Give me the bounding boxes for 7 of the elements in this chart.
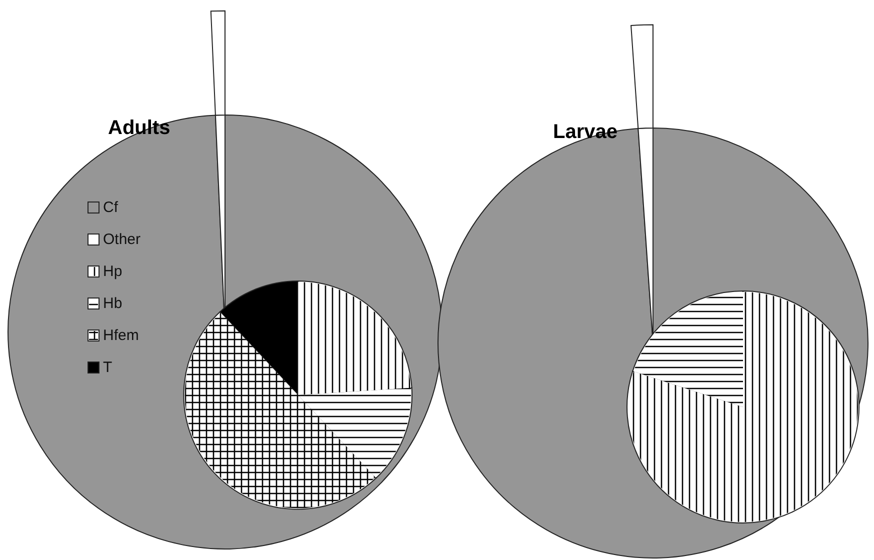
legend-label: Hb (103, 295, 122, 312)
legend-label: Other (103, 231, 141, 248)
legend-label: Hfem (103, 327, 139, 344)
chart-title: Larvae (553, 121, 618, 143)
legend-label: T (103, 359, 112, 376)
legend-label: Hp (103, 263, 122, 280)
legend-label: Cf (103, 199, 119, 216)
